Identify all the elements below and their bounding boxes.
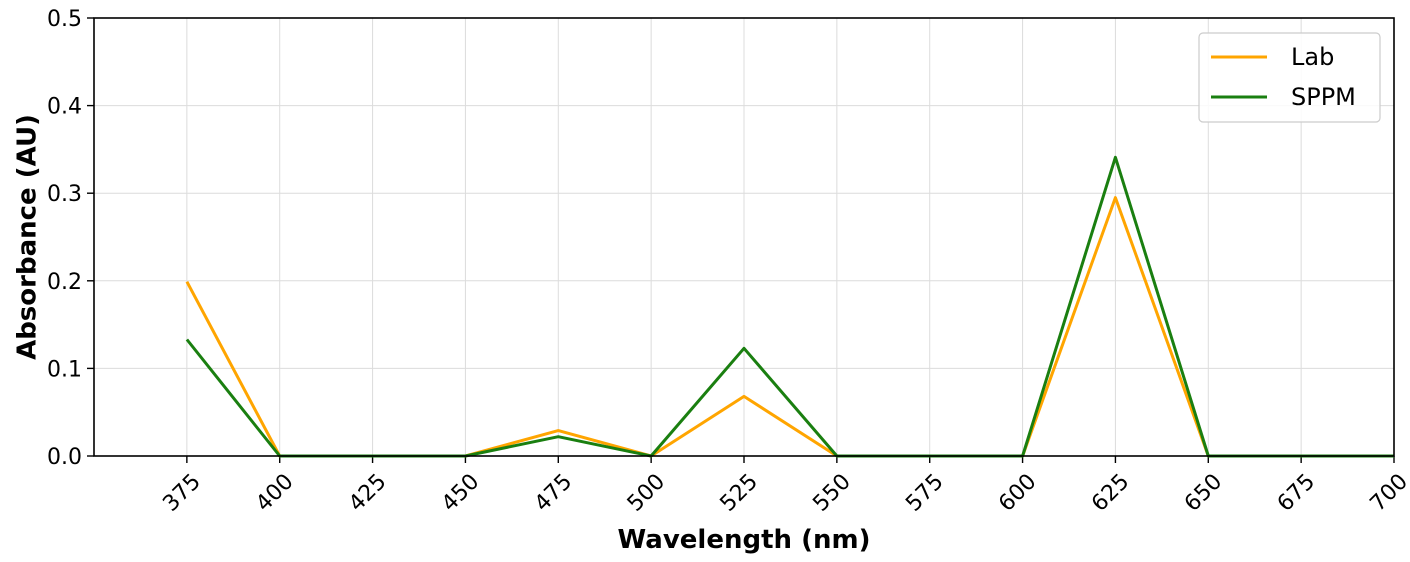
legend-label-lab: Lab (1291, 43, 1334, 71)
y-tick-label: 0.5 (47, 7, 82, 32)
legend: Lab SPPM (1198, 32, 1381, 123)
y-axis-label: Absorbance (AU) (13, 114, 43, 360)
y-tick-label: 0.4 (47, 95, 82, 120)
y-tick-label: 0.2 (47, 270, 82, 295)
y-tick-label: 0.0 (47, 445, 82, 470)
legend-label-sppm: SPPM (1291, 83, 1356, 111)
y-axis-ticks: 0.0 0.1 0.2 0.3 0.4 0.5 (47, 7, 94, 470)
y-tick-label: 0.1 (47, 357, 82, 382)
y-tick-label: 0.3 (47, 182, 82, 207)
x-axis-label: Wavelength (nm) (618, 525, 871, 555)
plot-frame (93, 17, 1395, 457)
legend-box (1198, 32, 1381, 123)
